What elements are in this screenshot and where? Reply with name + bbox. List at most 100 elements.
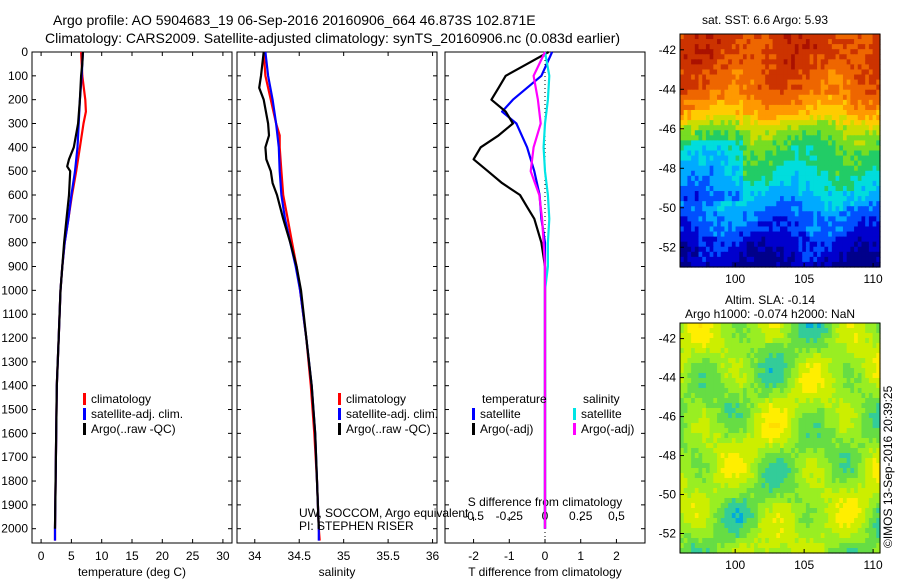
map-cell xyxy=(702,39,707,45)
map-cell xyxy=(735,358,740,364)
map-cell xyxy=(746,44,751,50)
map-cell xyxy=(861,170,866,177)
map-cell xyxy=(772,478,777,484)
map-cell xyxy=(768,135,774,141)
map-cell xyxy=(876,94,881,101)
map-cell xyxy=(776,448,781,454)
map-cell xyxy=(824,231,829,238)
map-cell xyxy=(728,221,733,228)
map-cell xyxy=(702,94,707,101)
map-cell xyxy=(820,468,826,474)
map-cell xyxy=(717,175,722,182)
map-cell xyxy=(813,59,818,65)
map-cell xyxy=(735,483,740,489)
map-cell xyxy=(831,333,837,339)
map-cell xyxy=(691,256,696,263)
map-cell xyxy=(768,59,774,65)
map-cell xyxy=(850,120,855,126)
map-cell xyxy=(798,418,803,424)
map-cell xyxy=(831,145,837,152)
map-cell xyxy=(683,216,688,223)
map-cell xyxy=(783,241,788,248)
map-cell xyxy=(805,120,811,126)
map-cell xyxy=(754,383,759,389)
map-cell xyxy=(842,94,848,101)
map-cell xyxy=(709,448,714,454)
map-cell xyxy=(750,34,755,40)
map-cell xyxy=(861,231,866,238)
map-cell xyxy=(828,49,833,55)
map-cell xyxy=(876,433,881,439)
map-cell xyxy=(876,104,881,111)
map-cell xyxy=(828,236,833,243)
map-cell xyxy=(857,493,863,499)
map-cell xyxy=(724,115,729,121)
map-cell xyxy=(694,443,700,449)
map-cell xyxy=(787,251,792,258)
map-cell xyxy=(850,170,855,177)
map-cell xyxy=(839,109,844,116)
map-cell xyxy=(691,261,696,268)
map-cell xyxy=(842,120,848,126)
map-cell xyxy=(783,433,788,439)
map-cell xyxy=(761,185,766,192)
map-cell xyxy=(720,201,726,207)
map-cell xyxy=(861,89,866,96)
map-cell xyxy=(698,206,703,212)
map-cell xyxy=(683,251,688,258)
map-cell xyxy=(820,438,826,444)
map-cell xyxy=(854,140,859,147)
map-cell xyxy=(698,503,703,509)
map-cell xyxy=(835,333,840,339)
map-cell xyxy=(820,403,826,409)
map-cell xyxy=(842,498,848,504)
map-cell xyxy=(735,523,740,529)
map-cell xyxy=(839,458,844,464)
map-cell xyxy=(691,333,696,339)
map-cell xyxy=(724,498,729,504)
map-cell xyxy=(850,211,855,217)
map-cell xyxy=(739,513,744,519)
map-cell xyxy=(824,393,829,399)
map-cell xyxy=(698,109,703,116)
map-cell xyxy=(705,443,711,449)
map-cell xyxy=(739,423,744,429)
map-cell xyxy=(761,175,766,182)
map-cell xyxy=(802,99,807,106)
map-cell xyxy=(757,478,763,484)
map-cell xyxy=(794,348,800,354)
map-cell xyxy=(776,84,781,91)
map-cell xyxy=(805,89,811,96)
map-cell xyxy=(739,463,744,469)
map-cell xyxy=(802,49,807,55)
map-cell xyxy=(787,34,792,40)
map-cell xyxy=(698,241,703,248)
map-cell xyxy=(872,403,877,409)
map-cell xyxy=(839,44,844,50)
map-cell xyxy=(731,44,737,50)
map-cell xyxy=(809,246,814,253)
map-cell xyxy=(872,39,877,45)
map-cell xyxy=(780,34,785,40)
map-cell xyxy=(746,140,751,147)
map-cell xyxy=(861,523,866,529)
map-cell xyxy=(754,358,759,364)
map-cell xyxy=(813,423,818,429)
map-cell xyxy=(857,180,863,187)
map-cell xyxy=(739,433,744,439)
map-cell xyxy=(861,69,866,76)
map-cell xyxy=(705,383,711,389)
y-tick-label: 900 xyxy=(8,260,28,274)
map-cell xyxy=(705,120,711,126)
map-cell xyxy=(846,175,851,182)
map-cell xyxy=(680,140,685,147)
map-cell xyxy=(687,69,692,76)
map-cell xyxy=(854,428,859,434)
map-cell xyxy=(705,175,711,182)
map-cell xyxy=(746,251,751,258)
map-cell xyxy=(765,373,770,379)
map-cell xyxy=(846,241,851,248)
map-cell xyxy=(817,458,822,464)
map-cell xyxy=(831,150,837,157)
map-cell xyxy=(705,59,711,65)
